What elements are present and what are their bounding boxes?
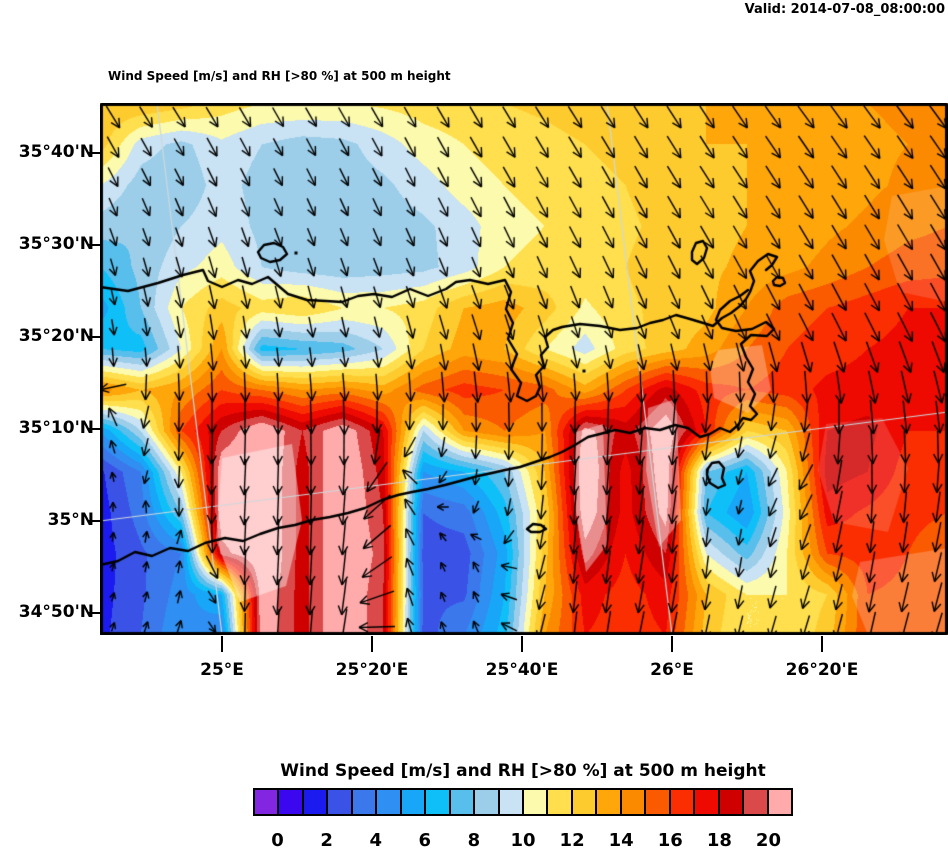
colorbar-cell [401,790,427,814]
lon-tick-mark [671,636,673,652]
colorbar-tick-label: 6 [418,830,432,851]
colorbar-cell [523,790,549,814]
colorbar-cell [670,790,696,814]
colorbar-tick-label: 2 [320,830,333,851]
colorbar-tick-label: 12 [559,830,585,851]
colorbar-tick-label: 0 [271,830,284,851]
colorbar-cell [328,790,353,814]
lat-tick-mark [88,244,100,246]
lat-tick-label: 35°N [47,510,94,530]
colorbar-cell [695,790,720,814]
lon-tick-label: 26°E [650,660,694,680]
colorbar-cell [572,790,598,814]
colorbar-tick-label: 16 [657,830,683,851]
lat-tick-label: 35°30'N [18,234,94,254]
colorbar-cell [279,790,304,814]
colorbar-cell [426,790,451,814]
wind-speed-map [100,103,948,635]
colorbar [253,788,793,816]
colorbar-cell [744,790,769,814]
lon-tick-mark [371,636,373,652]
colorbar-tick-label: 10 [510,830,536,851]
colorbar-title: Wind Speed [m/s] and RH [>80 %] at 500 m… [280,761,766,781]
lon-tick-label: 25°40'E [485,660,559,680]
plot-title-line: Wind Speed [m/s] and RH [>80 %] at 500 m… [108,69,451,83]
colorbar-cell [548,790,573,814]
colorbar-tick-label: 18 [706,830,732,851]
lon-tick-mark [221,636,223,652]
lon-tick-label: 25°E [200,660,244,680]
colorbar-tick-label: 20 [755,830,781,851]
lat-tick-mark [88,612,100,614]
colorbar-tick-label: 8 [467,830,481,851]
colorbar-cell [499,790,524,814]
lat-tick-label: 35°20'N [18,326,94,346]
colorbar-cell [646,790,671,814]
colorbar-tick-label: 4 [369,830,382,851]
lat-tick-mark [88,428,100,430]
lon-tick-mark [521,636,523,652]
colorbar-cell [475,790,500,814]
lat-tick-label: 35°40'N [18,142,94,162]
lon-tick-mark [821,636,823,652]
valid-time-label: Valid: 2014-07-08_08:00:00 [744,2,945,17]
lat-tick-label: 34°50'N [18,602,94,622]
colorbar-cell [621,790,647,814]
lat-tick-mark [88,152,100,154]
colorbar-cell [597,790,622,814]
colorbar-cell [768,790,791,814]
lon-tick-label: 26°20'E [785,660,859,680]
colorbar-cell [255,790,280,814]
lat-tick-label: 35°10'N [18,418,94,438]
colorbar-cell [352,790,378,814]
lon-tick-label: 25°20'E [335,660,409,680]
lat-tick-mark [88,336,100,338]
colorbar-cell [303,790,329,814]
colorbar-cell [450,790,476,814]
colorbar-cell [719,790,745,814]
lat-tick-mark [88,520,100,522]
colorbar-tick-label: 14 [608,830,634,851]
colorbar-cell [377,790,402,814]
